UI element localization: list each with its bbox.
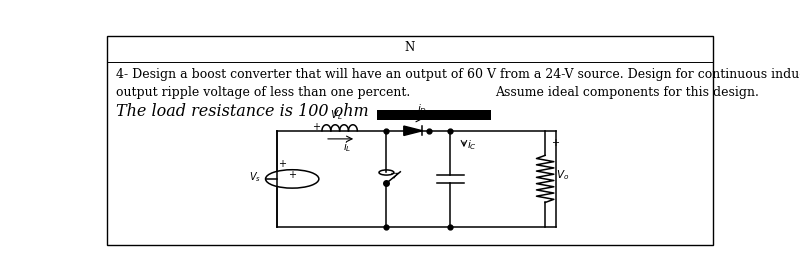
Text: $V_s$: $V_s$ xyxy=(249,170,261,184)
Text: $i_D$: $i_D$ xyxy=(418,103,427,116)
Bar xyxy=(377,110,490,120)
Text: Assume ideal components for this design.: Assume ideal components for this design. xyxy=(495,86,759,99)
Text: +: + xyxy=(278,159,286,169)
Text: $i_L$: $i_L$ xyxy=(342,141,351,154)
Text: output ripple voltage of less than one percent.: output ripple voltage of less than one p… xyxy=(115,86,410,99)
Text: +: + xyxy=(312,122,320,132)
Text: $V_o$: $V_o$ xyxy=(556,168,570,182)
Text: +: + xyxy=(288,170,296,180)
Text: The load resistance is 100 ohm: The load resistance is 100 ohm xyxy=(115,103,368,120)
Text: $i_C$: $i_C$ xyxy=(467,138,477,152)
Text: $V_L$: $V_L$ xyxy=(330,108,343,121)
Text: N: N xyxy=(405,41,415,54)
Polygon shape xyxy=(404,126,422,135)
Text: +: + xyxy=(551,138,559,148)
Text: 4- Design a boost converter that will have an output of 60 V from a 24-V source.: 4- Design a boost converter that will ha… xyxy=(115,68,800,81)
